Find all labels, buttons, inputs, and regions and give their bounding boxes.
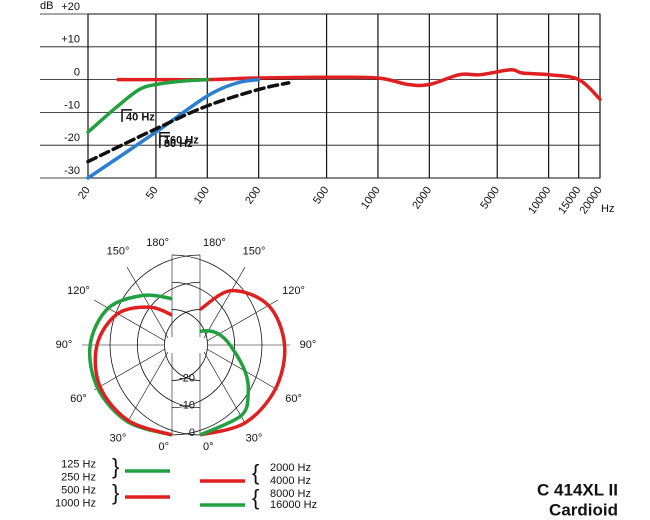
angle-label: 30° xyxy=(246,432,263,444)
legend-label: 8000 Hz xyxy=(270,488,311,500)
legend-label: 4000 Hz xyxy=(270,475,311,487)
ring xyxy=(109,254,201,436)
response-curve xyxy=(116,68,602,102)
legend-label: 16000 Hz xyxy=(270,499,317,511)
r-tick-label: 0 xyxy=(189,427,195,439)
y-tick-label: +20 xyxy=(61,1,80,13)
label-tick xyxy=(159,132,170,145)
ring xyxy=(137,281,201,409)
polar-curve xyxy=(93,305,173,437)
x-tick-label: 50 xyxy=(144,185,161,202)
ring xyxy=(164,309,201,381)
x-tick-label: 2000 xyxy=(410,185,434,212)
response-curve xyxy=(86,77,210,134)
pattern-name: Cardioid xyxy=(549,500,618,519)
angle-label: 180° xyxy=(203,237,226,249)
angle-label: 90° xyxy=(56,339,73,351)
brace: } xyxy=(112,454,119,479)
y-tick-label: -30 xyxy=(64,165,80,177)
angle-label: 60° xyxy=(285,393,302,405)
x-tick-label: 200 xyxy=(243,185,263,207)
polar-curve xyxy=(199,328,251,437)
brace: { xyxy=(252,485,259,510)
angle-label: 120° xyxy=(67,285,90,297)
spoke xyxy=(93,299,166,342)
polar-curve xyxy=(199,288,287,437)
brace: } xyxy=(112,480,119,505)
legend-label: 125 Hz xyxy=(61,458,96,470)
legend-label: 2000 Hz xyxy=(270,462,311,474)
brace: { xyxy=(252,460,259,485)
angle-label: 30° xyxy=(110,432,127,444)
angle-label: 180° xyxy=(146,237,169,249)
angle-label: 0° xyxy=(203,441,214,453)
spoke xyxy=(126,266,169,339)
spoke xyxy=(93,348,166,391)
y-tick-label: 0 xyxy=(74,67,80,79)
spoke xyxy=(203,351,246,424)
angle-label: 150° xyxy=(243,245,266,257)
ring xyxy=(171,309,208,381)
x-tick-label: 500 xyxy=(311,185,331,207)
series-label: 40 Hz xyxy=(126,112,155,124)
angle-label: 150° xyxy=(107,245,130,257)
response-curve xyxy=(86,81,291,164)
spoke xyxy=(126,351,169,424)
y-tick-label: +10 xyxy=(61,34,80,46)
r-tick-label: -10 xyxy=(179,400,195,412)
series-label: 80 Hz xyxy=(164,138,193,150)
x-tick-label: 5000 xyxy=(478,185,502,212)
spoke xyxy=(203,266,246,339)
x-tick-label: 100 xyxy=(192,185,212,207)
legend-label: 1000 Hz xyxy=(55,497,96,509)
y-tick-label: -20 xyxy=(64,132,80,144)
x-tick-label: 10000 xyxy=(526,185,553,217)
legend-label: 250 Hz xyxy=(61,471,96,483)
plot-frame xyxy=(87,13,601,179)
x-axis-label: Hz xyxy=(601,203,614,215)
y-tick-label: -10 xyxy=(64,99,80,111)
model-name: C 414XL II xyxy=(537,480,618,499)
x-tick-label: 20 xyxy=(76,185,93,202)
series-label: 160 Hz xyxy=(164,135,199,147)
angle-label: 0° xyxy=(158,441,169,453)
label-tick xyxy=(121,109,133,122)
legend-label: 500 Hz xyxy=(61,484,96,496)
x-tick-label: 1000 xyxy=(359,185,383,212)
angle-label: 120° xyxy=(282,285,305,297)
y-axis-label: dB xyxy=(40,0,53,12)
angle-label: 90° xyxy=(300,339,317,351)
response-curve xyxy=(86,77,261,180)
r-tick-label: -20 xyxy=(179,372,195,384)
angle-label: 60° xyxy=(70,393,87,405)
polar-curve xyxy=(87,293,173,437)
